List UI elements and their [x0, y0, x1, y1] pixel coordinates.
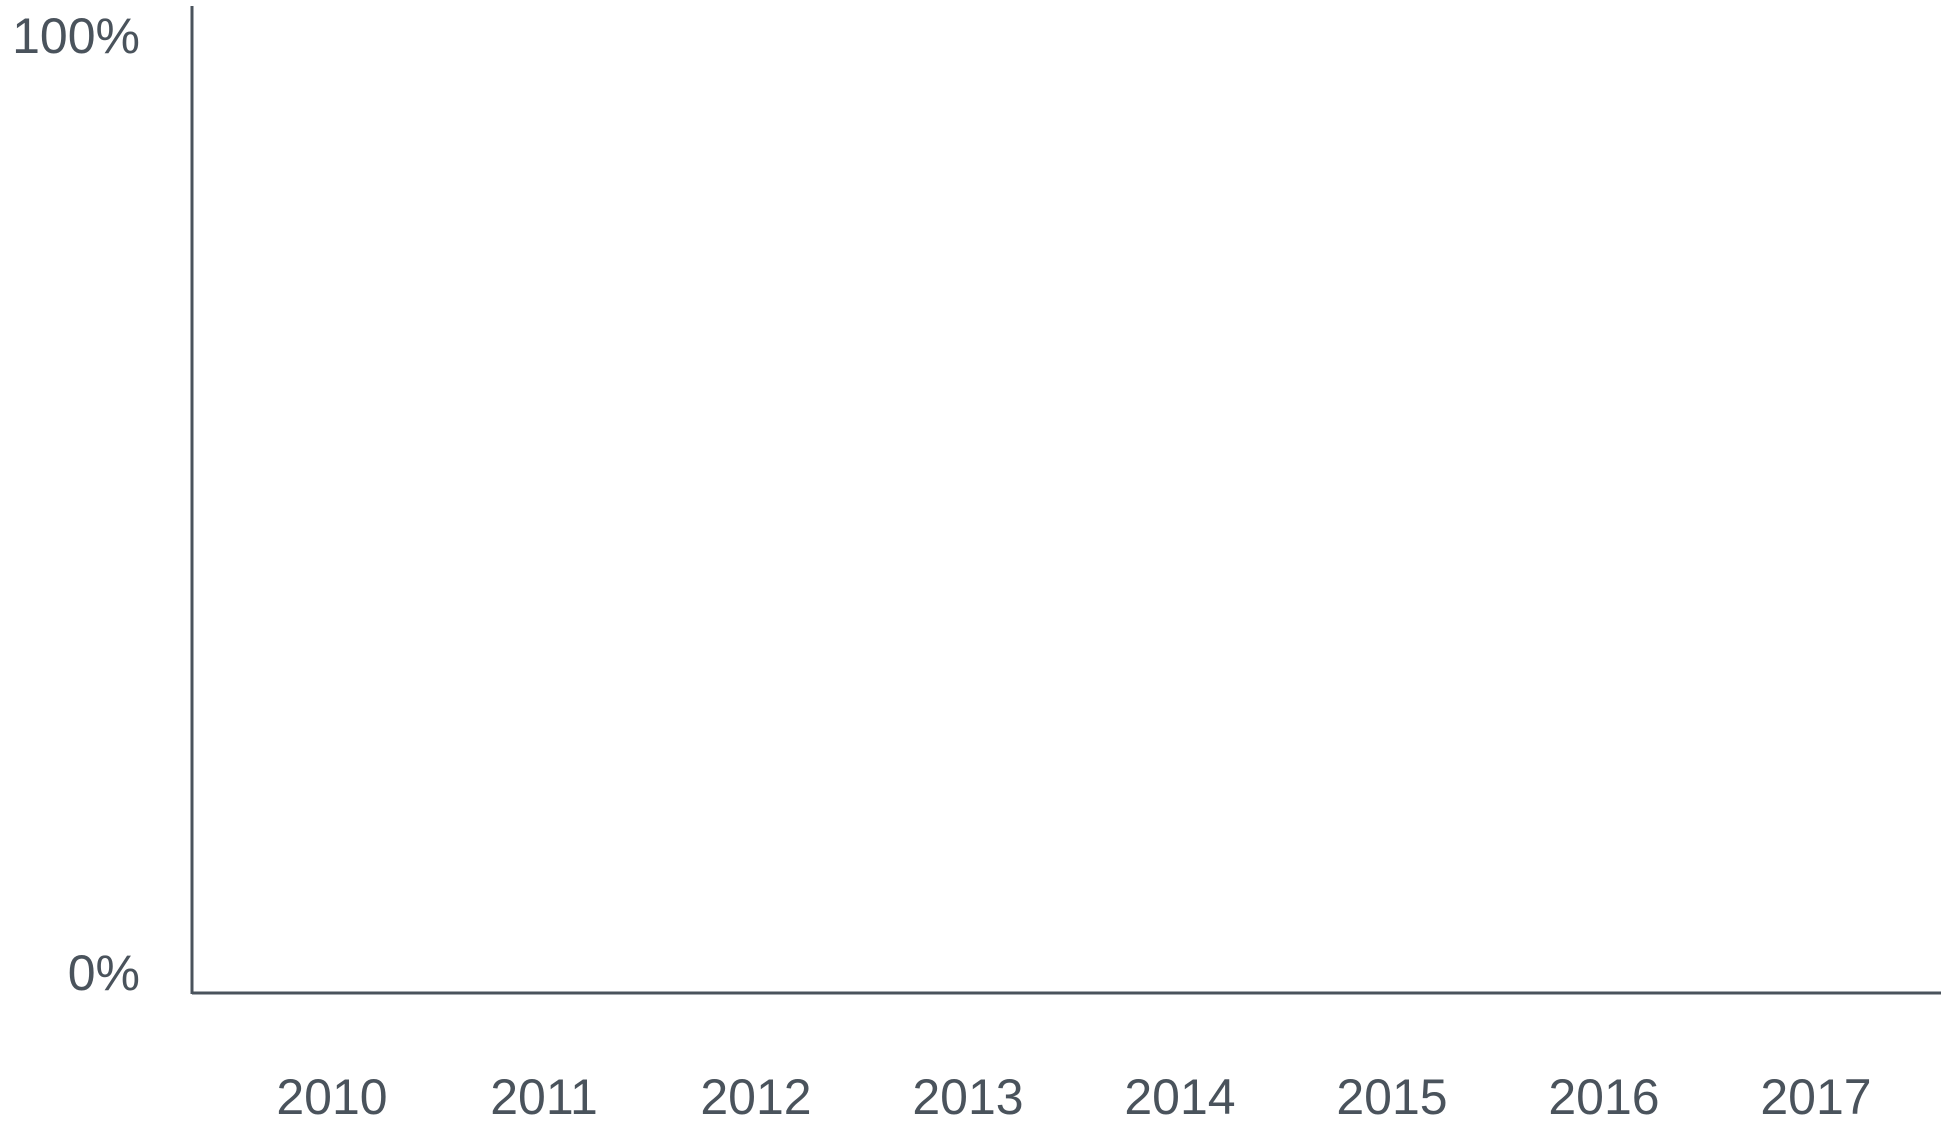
x-tick-label: 2011 — [490, 1069, 598, 1125]
x-tick-label: 2012 — [700, 1069, 811, 1125]
x-tick-label: 2010 — [276, 1069, 387, 1125]
x-tick-label: 2013 — [912, 1069, 1023, 1125]
x-tick-label: 2015 — [1336, 1069, 1447, 1125]
y-tick-label: 0% — [68, 945, 140, 1001]
x-tick-label: 2017 — [1760, 1069, 1871, 1125]
y-tick-label: 100% — [12, 8, 140, 64]
x-tick-label: 2016 — [1548, 1069, 1659, 1125]
x-tick-label: 2014 — [1124, 1069, 1235, 1125]
